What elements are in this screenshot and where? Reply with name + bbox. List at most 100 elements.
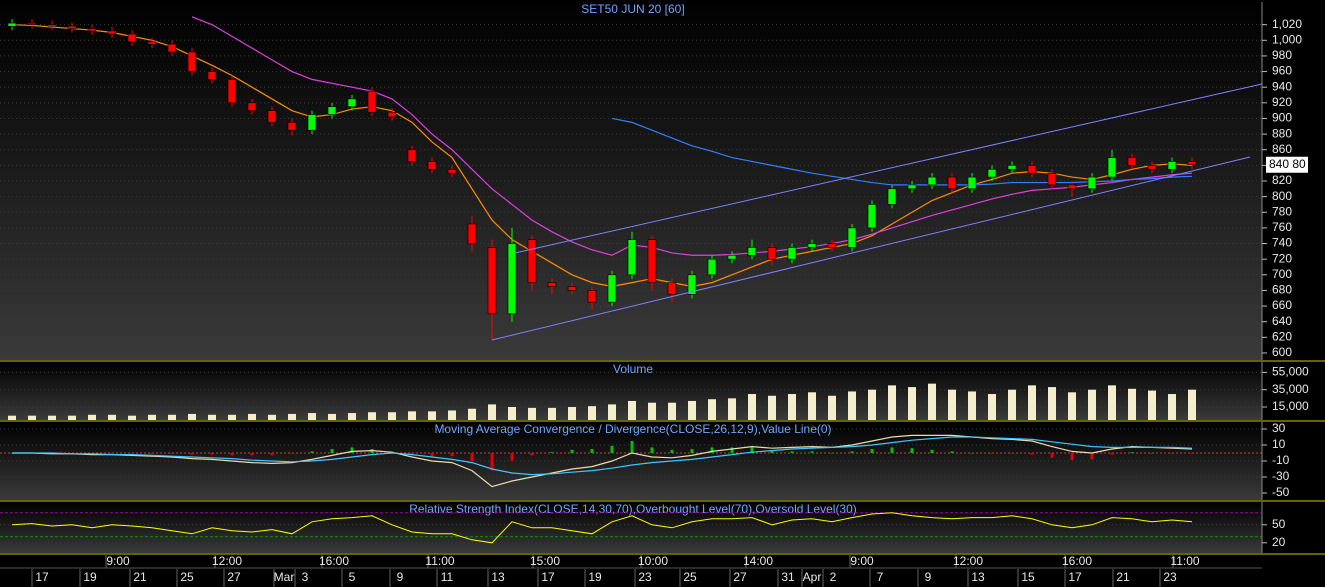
histogram-bar [1090,453,1094,460]
date-label: 25 [683,570,697,584]
date-label: 9 [397,570,404,584]
candle-body [1147,165,1157,170]
histogram-bar [530,453,534,456]
date-label: Mar [274,570,295,584]
volume-bar [808,392,816,420]
y-tick-label: 760 [1272,220,1292,234]
time-axis-bg [0,555,1325,587]
candle-body [887,188,897,205]
histogram-bar [210,453,214,455]
volume-bar [588,406,596,420]
time-label: 12:00 [212,554,242,568]
histogram-bar [950,451,954,453]
histogram-bar [470,453,474,461]
volume-bar [888,385,896,420]
volume-bar [28,415,36,420]
y-tick-label: 1,020 [1272,17,1302,31]
date-label: 19 [588,570,602,584]
candle-body [447,168,457,174]
candle-body [147,41,157,45]
volume-bar [1088,389,1096,420]
y-tick-label: 940 [1272,79,1292,93]
histogram-bar [670,449,674,453]
candle-body [667,282,677,295]
histogram-bar [1010,453,1014,454]
rsi-line [11,512,1193,544]
volume-bar [728,398,736,420]
candle-body [1167,161,1177,170]
y-tick-label: 700 [1272,267,1292,281]
panel-title: Moving Average Convergence / Divergence(… [434,422,831,436]
candle-body [627,239,637,276]
candle-body [487,247,497,315]
histogram-bar [1130,452,1134,453]
volume-bar [628,400,636,420]
y-tick-label: 50 [1272,517,1286,531]
y-tick-label: 680 [1272,283,1292,297]
candle-body [367,90,377,113]
histogram-bar [910,448,914,453]
time-label: 11:00 [1170,554,1199,568]
candle-body [987,168,997,178]
volume-bar [228,414,236,420]
candle-body [727,254,737,260]
volume-bar [328,413,336,420]
date-label: 13 [971,570,985,584]
candle-body [967,176,977,190]
candle-body [1007,165,1017,170]
candle-body [827,243,837,248]
histogram-bar [1110,453,1114,455]
candle-body [1067,184,1077,190]
histogram-bar [790,451,794,453]
y-tick-label: 10 [1272,437,1286,451]
histogram-bar [750,447,754,453]
y-tick-label: 820 [1272,173,1292,187]
volume-bar [668,402,676,420]
candle-body [1027,165,1037,174]
volume-bar [448,410,456,420]
date-label: 19 [83,570,97,584]
volume-bar [148,414,156,420]
y-tick-label: -10 [1272,453,1290,467]
panel-title: Relative Strength Index(CLOSE,14,30,70),… [409,502,857,516]
volume-bar [948,389,956,420]
y-tick-label: 1,000 [1272,32,1302,46]
volume-bar [1048,387,1056,420]
y-tick-label: -50 [1272,485,1290,499]
candle-body [547,282,557,287]
y-tick-label: 780 [1272,204,1292,218]
date-label: 23 [638,570,652,584]
date-label: 3 [302,570,309,584]
histogram-bar [550,452,554,453]
histogram-bar [770,450,774,453]
candle-body [67,25,77,29]
candle-body [187,51,197,72]
candle-body [127,33,137,43]
volume-bar [488,404,496,420]
y-tick-label: 900 [1272,111,1292,125]
date-label: 9 [925,570,932,584]
candle-body [7,22,17,27]
histogram-bar [1050,453,1054,458]
volume-bar [848,391,856,420]
channel-upper [514,83,1263,254]
y-tick-label: 30 [1272,421,1286,435]
candle-body [687,274,697,295]
histogram-bar [1070,453,1074,461]
time-label: 10:00 [638,554,668,568]
y-tick-label: 640 [1272,314,1292,328]
macd-line [12,436,1193,476]
volume-bar [548,407,556,420]
histogram-bar [250,453,254,456]
volume-bar [468,408,476,420]
volume-bar [908,387,916,420]
histogram-bar [930,449,934,453]
candle-body [267,110,277,123]
volume-bar [688,400,696,420]
histogram-bar [1150,453,1154,454]
channel-lower [491,156,1251,341]
histogram-bar [830,453,834,454]
histogram-bar [610,445,614,453]
volume-bar [748,394,756,420]
time-label: 9:00 [106,554,130,568]
